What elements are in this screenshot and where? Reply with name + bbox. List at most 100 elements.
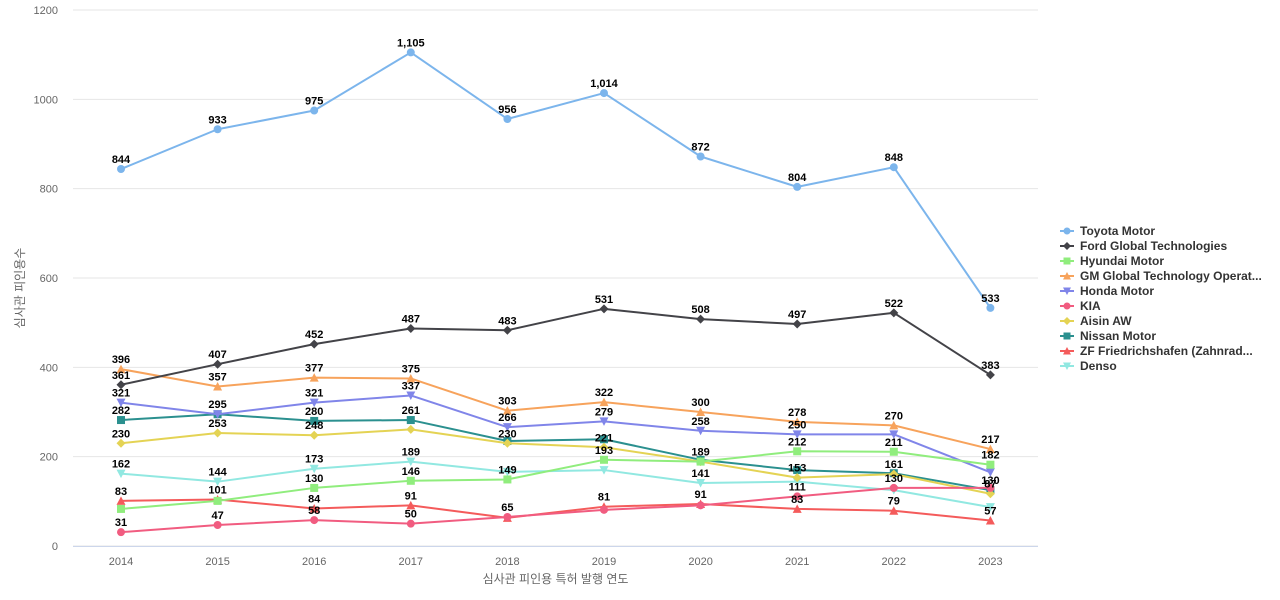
data-point-marker[interactable] (406, 391, 416, 400)
series-line[interactable] (120, 307, 991, 386)
data-point-marker[interactable] (985, 370, 995, 380)
data-point-marker[interactable] (600, 505, 608, 514)
legend-item[interactable]: Ford Global Technologies (1060, 239, 1227, 253)
data-point-marker[interactable] (309, 464, 319, 474)
data-point-marker[interactable] (986, 303, 995, 312)
data-point-marker[interactable] (116, 380, 126, 390)
data-point-marker[interactable] (793, 182, 802, 191)
series-line[interactable] (120, 368, 991, 451)
series-line[interactable] (120, 413, 991, 492)
series-line[interactable] (120, 486, 991, 534)
data-point-marker[interactable] (117, 416, 125, 425)
legend-item[interactable]: KIA (1060, 299, 1101, 313)
data-point-marker[interactable] (985, 503, 995, 512)
series-line[interactable] (120, 450, 991, 510)
data-point-marker[interactable] (986, 460, 995, 469)
data-point-marker[interactable] (696, 152, 705, 161)
data-point-marker[interactable] (406, 424, 416, 434)
data-point-marker[interactable] (792, 504, 802, 513)
data-point-marker[interactable] (309, 398, 319, 408)
data-point-marker[interactable] (793, 492, 802, 501)
data-point-marker[interactable] (213, 428, 223, 438)
data-point-marker[interactable] (599, 304, 609, 314)
legend-item[interactable]: Hyundai Motor (1060, 254, 1164, 268)
data-point-marker[interactable] (889, 506, 899, 515)
legend-item[interactable]: Denso (1060, 359, 1117, 373)
data-point-marker[interactable] (889, 163, 898, 172)
data-point-marker[interactable] (406, 323, 416, 333)
data-point-marker[interactable] (213, 521, 222, 530)
data-point-marker[interactable] (502, 423, 512, 432)
data-point-marker[interactable] (310, 483, 319, 492)
data-point-marker[interactable] (117, 165, 125, 174)
data-point-marker[interactable] (889, 483, 898, 492)
data-point-marker[interactable] (406, 519, 415, 528)
data-point-marker[interactable] (503, 114, 512, 123)
series-line[interactable] (120, 498, 991, 522)
data-point-marker[interactable] (116, 496, 126, 505)
data-point-marker[interactable] (792, 319, 802, 329)
data-point-marker[interactable] (309, 503, 319, 513)
series-line[interactable] (120, 394, 991, 474)
data-point-marker[interactable] (889, 469, 899, 479)
data-point-marker[interactable] (406, 374, 416, 383)
data-point-marker[interactable] (696, 479, 706, 488)
data-point-marker[interactable] (310, 106, 319, 115)
data-point-marker[interactable] (696, 426, 706, 436)
data-point-marker[interactable] (116, 469, 126, 479)
data-point-marker[interactable] (406, 500, 416, 510)
data-point-marker[interactable] (406, 457, 416, 467)
data-point-marker[interactable] (117, 504, 125, 513)
data-point-marker[interactable] (503, 512, 512, 521)
data-point-marker[interactable] (502, 438, 512, 448)
data-point-marker[interactable] (406, 48, 415, 57)
data-point-marker[interactable] (600, 435, 608, 444)
data-point-marker[interactable] (889, 308, 899, 318)
data-point-marker[interactable] (985, 489, 995, 499)
data-point-marker[interactable] (213, 125, 222, 134)
legend-item[interactable]: Honda Motor (1060, 284, 1154, 298)
data-point-marker[interactable] (116, 438, 126, 448)
data-point-marker[interactable] (213, 382, 223, 391)
data-point-marker[interactable] (309, 430, 319, 440)
data-point-marker[interactable] (309, 373, 319, 382)
data-point-marker[interactable] (985, 444, 995, 454)
data-point-marker[interactable] (406, 476, 415, 485)
data-point-marker[interactable] (696, 501, 705, 510)
data-point-marker[interactable] (116, 398, 126, 408)
data-point-marker[interactable] (213, 410, 223, 419)
data-point-marker[interactable] (310, 416, 319, 425)
data-point-marker[interactable] (793, 447, 802, 456)
data-point-marker[interactable] (599, 397, 609, 407)
data-point-marker[interactable] (792, 473, 802, 483)
data-point-marker[interactable] (503, 475, 512, 484)
data-point-marker[interactable] (793, 466, 802, 475)
data-point-marker[interactable] (696, 407, 706, 417)
data-point-marker[interactable] (889, 420, 899, 430)
data-point-marker[interactable] (406, 416, 415, 425)
data-point-marker[interactable] (889, 447, 898, 456)
series-line[interactable] (120, 51, 992, 309)
legend-item[interactable]: Toyota Motor (1060, 224, 1155, 238)
data-point-marker[interactable] (117, 528, 125, 537)
data-point-marker[interactable] (213, 359, 223, 369)
data-point-marker[interactable] (502, 467, 512, 477)
data-point-marker[interactable] (696, 314, 706, 324)
data-point-marker[interactable] (600, 89, 608, 98)
legend-item[interactable]: ZF Friedrichshafen (Zahnrad... (1060, 344, 1253, 358)
data-point-marker[interactable] (599, 466, 609, 475)
data-point-marker[interactable] (309, 339, 319, 349)
data-point-marker[interactable] (985, 516, 995, 525)
data-point-marker[interactable] (889, 430, 899, 439)
data-point-marker[interactable] (502, 406, 512, 415)
data-point-marker[interactable] (213, 477, 223, 487)
data-point-marker[interactable] (599, 417, 609, 426)
data-point-marker[interactable] (213, 496, 222, 505)
legend-item[interactable]: Aisin AW (1060, 314, 1132, 328)
series-line[interactable] (120, 428, 991, 495)
legend-item[interactable]: GM Global Technology Operat... (1060, 269, 1262, 283)
data-point-marker[interactable] (792, 430, 802, 439)
data-point-marker[interactable] (310, 516, 319, 525)
data-point-marker[interactable] (986, 483, 995, 492)
